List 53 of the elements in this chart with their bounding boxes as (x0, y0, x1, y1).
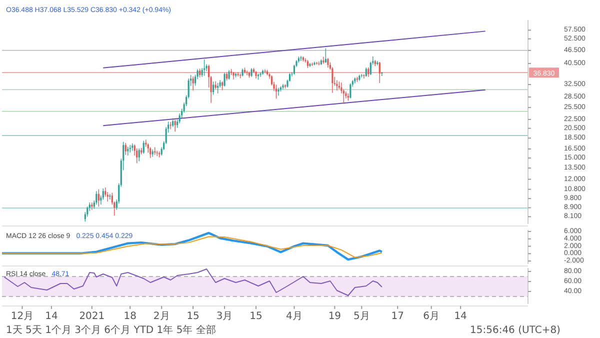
candlestick (106, 192, 108, 202)
candlestick (98, 188, 100, 207)
candlestick (336, 80, 338, 91)
x-tick-label: 12月 (10, 311, 34, 322)
candlestick (86, 206, 88, 218)
text: 15:56:46 (UTC+8) (470, 325, 561, 336)
candlestick (96, 190, 98, 205)
x-tick-label: 18 (124, 311, 136, 322)
candlestick (214, 80, 216, 90)
x-tick-label: 5月 (353, 311, 370, 322)
line-series (0, 232, 383, 261)
candlestick (378, 62, 380, 84)
candlestick (350, 82, 352, 99)
x-tick-label: 15 (250, 311, 262, 322)
x-tick-label: 2021 (79, 311, 105, 322)
candlestick (293, 64, 296, 75)
x-tick-label: 14 (45, 311, 58, 322)
candlestick (228, 70, 230, 80)
candlestick (136, 148, 138, 164)
candlestick (192, 76, 194, 91)
x-tick-label: 17 (391, 311, 404, 322)
candlestick (322, 56, 324, 64)
candlestick (275, 84, 278, 100)
candlestick (300, 56, 302, 62)
line-series (4, 268, 382, 296)
x-tick-label: 2月 (153, 311, 170, 322)
x-tick-label: 15 (186, 311, 200, 322)
candlestick (332, 66, 334, 94)
candlestick (264, 69, 266, 74)
candlestick (204, 59, 206, 76)
candlestick (91, 202, 93, 210)
candlestick (124, 142, 126, 156)
x-tick-label: 6月 (423, 311, 440, 322)
text: 1天 5天 1个月 3个月 6个月 YTD 1年 5年 全部 (6, 324, 216, 336)
x-tick-label: 3月 (216, 311, 233, 322)
candlestick (260, 72, 262, 78)
candlestick (282, 84, 284, 90)
x-tick-label: 14 (454, 311, 467, 322)
candlestick (278, 87, 280, 96)
x-tick-label: 4月 (286, 311, 302, 322)
candlestick (216, 82, 219, 94)
candlestick (150, 146, 152, 158)
candlestick (174, 120, 176, 132)
candlestick (170, 122, 172, 130)
candlestick (237, 72, 239, 77)
candlestick (138, 148, 140, 162)
candlestick (142, 140, 144, 154)
candlestick (327, 58, 329, 68)
candlestick (224, 72, 226, 87)
candlestick (246, 70, 248, 76)
candlestick (178, 112, 180, 124)
candlestick (324, 48, 326, 64)
x-tick-label: 19 (328, 311, 342, 322)
